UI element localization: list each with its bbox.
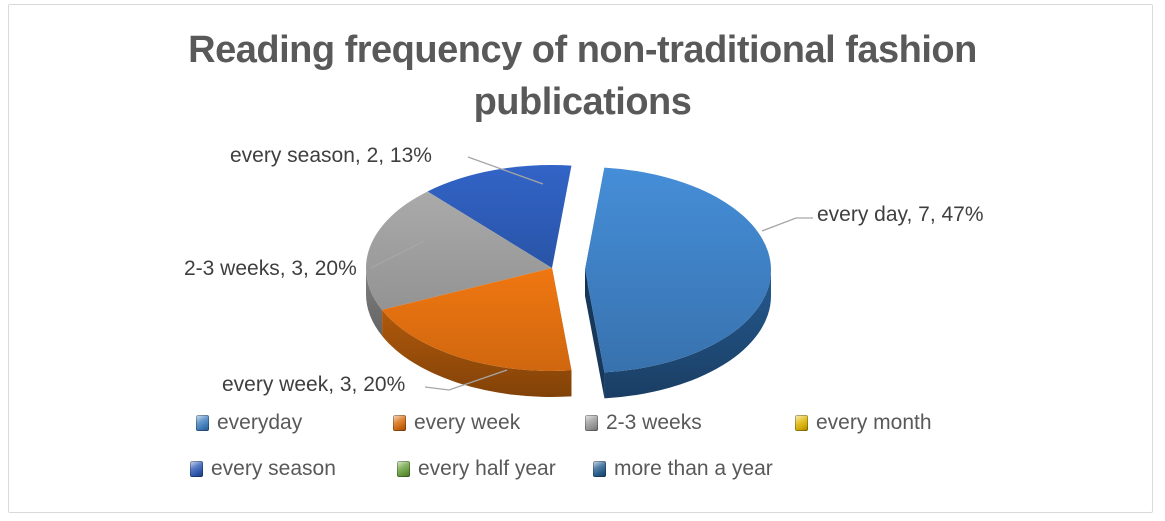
legend-swatch-every-week-icon: [393, 415, 406, 431]
legend-label-every-month: every month: [816, 411, 932, 434]
legend-label-everyday: everyday: [217, 411, 303, 434]
legend-item-2-3-weeks: 2-3 weeks: [585, 411, 702, 435]
leader-every-day: [761, 217, 813, 232]
leader-every-season: [467, 156, 544, 185]
legend-swatch-everyday-icon: [196, 415, 209, 431]
legend-item-every-season: every season: [190, 457, 336, 481]
data-label-every-week: every week, 3, 20%: [222, 373, 406, 396]
pie-slice-every-season: [427, 164, 572, 268]
legend-label-every-week: every week: [414, 411, 521, 434]
legend-swatch-more-than-a-year-icon: [593, 461, 606, 477]
data-label-every-day: every day, 7, 47%: [817, 203, 984, 226]
legend-swatch-every-month-icon: [795, 415, 808, 431]
legend-item-every-half-year: every half year: [397, 457, 556, 481]
legend-item-every-month: every month: [795, 411, 932, 435]
legend-label-every-season: every season: [211, 457, 336, 480]
chart-title: Reading frequency of non-traditional fas…: [188, 29, 977, 124]
data-label-2-3-weeks: 2-3 weeks, 3, 20%: [184, 257, 357, 280]
legend-swatch-2-3-weeks-icon: [585, 415, 598, 431]
legend-item-more-than-a-year: more than a year: [593, 457, 773, 481]
pie-slice-2-3-weeks: [366, 191, 552, 310]
legend-label-2-3-weeks: 2-3 weeks: [606, 411, 702, 434]
leader-2-3-weeks: [370, 240, 425, 269]
legend-label-more-than-a-year: more than a year: [614, 457, 773, 480]
legend-item-everyday: everyday: [196, 411, 302, 435]
legend-item-every-week: every week: [393, 411, 520, 435]
pie-side-every-day: [604, 270, 771, 399]
pie-side-2-3-weeks: [366, 268, 383, 336]
data-label-every-season: every season, 2, 13%: [230, 144, 432, 167]
pie-slice-every-week: [382, 268, 572, 371]
legend-label-every-half-year: every half year: [418, 457, 556, 480]
pie-side-every-week: [382, 309, 572, 397]
pie-cutface-every-day-end: [585, 270, 605, 399]
legend-swatch-every-half-year-icon: [397, 461, 410, 477]
legend-swatch-every-season-icon: [190, 461, 203, 477]
leader-every-week: [424, 369, 508, 391]
pie-slice-every-day: [585, 167, 772, 373]
